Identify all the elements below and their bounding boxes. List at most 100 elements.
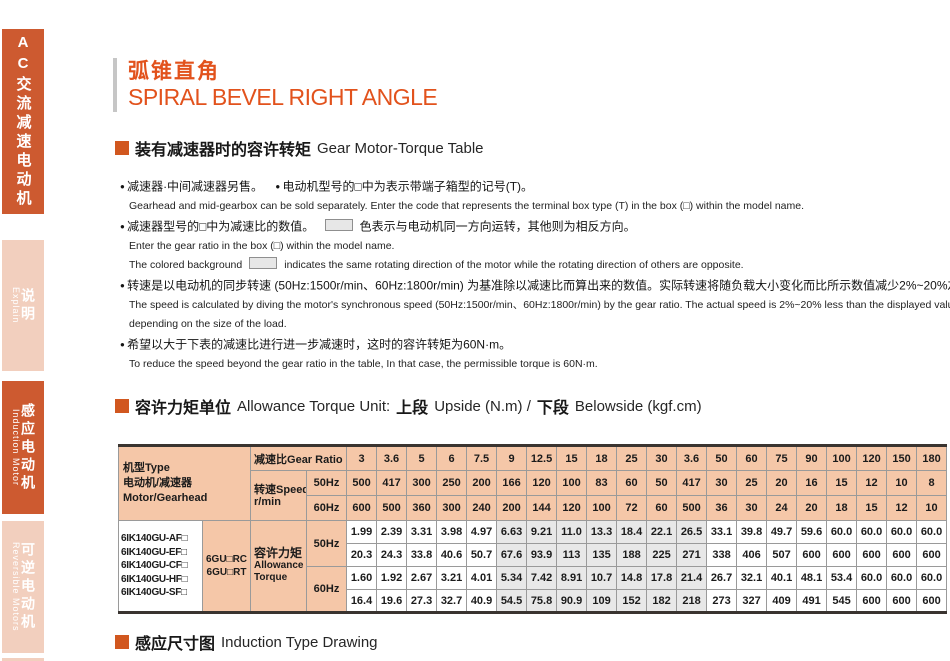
torque-value: 600 — [916, 589, 948, 613]
torque-value: 60.0 — [856, 566, 888, 590]
speed-60hz-value: 100 — [586, 495, 618, 521]
torque-value: 271 — [676, 543, 708, 567]
speed-50hz-value: 166 — [496, 470, 528, 496]
hz-label-50-body: 50Hz — [306, 520, 348, 567]
page-title: 弧锥直角 SPIRAL BEVEL RIGHT ANGLE — [113, 58, 438, 112]
torque-value: 4.97 — [466, 520, 498, 544]
orange-square-icon — [115, 635, 129, 649]
notes-block: 减速器·中间减速器另售。 电动机型号的□中为表示带端子箱型的记号(T)。 Gea… — [120, 177, 950, 374]
torque-value: 60.0 — [826, 520, 858, 544]
sidebar-tab-explain[interactable]: Explain 说明 — [2, 240, 44, 371]
gear-ratio-value: 12.5 — [526, 445, 558, 471]
bullet-icon — [120, 219, 127, 233]
torque-value: 33.8 — [406, 543, 438, 567]
note-3-en1: The speed is calculated by diving the mo… — [129, 298, 950, 311]
speed-50hz-value: 16 — [796, 470, 828, 496]
torque-value: 27.3 — [406, 589, 438, 613]
sidebar-tab-ac-gear-motor[interactable]: AC交流减速电动机 — [2, 29, 44, 214]
torque-value: 152 — [616, 589, 648, 613]
section-heading-drawing: 感应尺寸图 Induction Type Drawing — [115, 630, 378, 654]
torque-value: 188 — [616, 543, 648, 567]
speed-60hz-value: 15 — [856, 495, 888, 521]
torque-value: 16.4 — [346, 589, 378, 613]
same-direction-swatch — [249, 257, 278, 269]
torque-value: 75.8 — [526, 589, 558, 613]
heading-en: Gear Motor-Torque Table — [317, 139, 484, 157]
note-1-cn: 减速器·中间减速器另售。 电动机型号的□中为表示带端子箱型的记号(T)。 — [120, 177, 946, 197]
gear-ratio-value: 3.6 — [676, 445, 708, 471]
heading-belowside-en: Belowside (kgf.cm) — [574, 397, 702, 415]
speed-50hz-value: 100 — [556, 470, 588, 496]
torque-value: 40.6 — [436, 543, 468, 567]
speed-60hz-value: 24 — [766, 495, 798, 521]
gear-ratio-label: 减速比Gear Ratio — [250, 445, 348, 471]
speed-60hz-value: 72 — [616, 495, 648, 521]
torque-value: 19.6 — [376, 589, 408, 613]
gearhead-cell: 6GU□RC 6GU□RT — [201, 520, 252, 613]
torque-value: 13.3 — [586, 520, 618, 544]
gear-ratio-value: 25 — [616, 445, 648, 471]
model-list-cell: 6IK140GU-AF□ 6IK140GU-EF□ 6IK140GU-CF□ 6IK1… — [118, 520, 203, 613]
heading-cn: 装有减速器时的容许转矩 — [135, 142, 312, 159]
speed-50hz-value: 300 — [406, 470, 438, 496]
speed-50hz-value: 12 — [856, 470, 888, 496]
page-title-cn: 弧锥直角 — [128, 60, 220, 83]
table-corner-cell: 机型Type 电动机/减速器 Motor/Gearhead — [117, 445, 252, 521]
allowance-torque-label: 容许力矩 Allowance Torque — [250, 520, 308, 613]
speed-50hz-value: 417 — [376, 470, 408, 496]
speed-50hz-value: 83 — [586, 470, 618, 496]
gear-ratio-value: 7.5 — [466, 445, 498, 471]
gear-ratio-value: 60 — [736, 445, 768, 471]
heading-upside-en: Upside (N.m) / — [434, 397, 531, 415]
torque-value: 33.1 — [706, 520, 738, 544]
bullet-icon — [275, 180, 282, 194]
torque-value: 273 — [706, 589, 738, 613]
gear-ratio-value: 120 — [856, 445, 888, 471]
speed-60hz-value: 12 — [886, 495, 918, 521]
gear-ratio-value: 50 — [706, 445, 738, 471]
speed-50hz-value: 120 — [526, 470, 558, 496]
heading-cn: 容许力矩单位 — [135, 400, 232, 417]
torque-value: 218 — [676, 589, 708, 613]
gear-ratio-value: 180 — [916, 445, 948, 471]
speed-50hz-value: 60 — [616, 470, 648, 496]
speed-50hz-value: 250 — [436, 470, 468, 496]
torque-value: 10.7 — [586, 566, 618, 590]
torque-value: 26.7 — [706, 566, 738, 590]
torque-value: 6.63 — [496, 520, 528, 544]
hz-label-60-body: 60Hz — [306, 566, 348, 613]
speed-60hz-value: 10 — [916, 495, 948, 521]
torque-value: 26.5 — [676, 520, 708, 544]
torque-value: 3.98 — [436, 520, 468, 544]
torque-value: 14.8 — [616, 566, 648, 590]
torque-value: 21.4 — [676, 566, 708, 590]
sidebar-tab-induction-motor[interactable]: Induction Motor 感应电动机 — [2, 381, 44, 514]
same-direction-swatch — [324, 219, 353, 231]
torque-value: 60.0 — [916, 520, 948, 544]
sidebar-tab-next-partial[interactable] — [2, 658, 44, 661]
note-2-en1: Enter the gear ratio in the box (□) with… — [129, 239, 395, 252]
torque-value: 225 — [646, 543, 678, 567]
torque-value: 60.0 — [886, 520, 918, 544]
speed-50hz-value: 25 — [736, 470, 768, 496]
orange-square-icon — [115, 399, 129, 413]
torque-value: 24.3 — [376, 543, 408, 567]
torque-value: 5.34 — [496, 566, 528, 590]
speed-60hz-value: 60 — [646, 495, 678, 521]
sidebar-tab-reversible-motors[interactable]: Reversible Motors 可逆电动机 — [2, 521, 44, 653]
torque-value: 53.4 — [826, 566, 858, 590]
torque-value: 22.1 — [646, 520, 678, 544]
torque-value: 600 — [886, 589, 918, 613]
torque-value: 1.99 — [346, 520, 378, 544]
torque-value: 4.01 — [466, 566, 498, 590]
torque-value: 1.60 — [346, 566, 378, 590]
torque-value: 60.0 — [856, 520, 888, 544]
torque-value: 67.6 — [496, 543, 528, 567]
gear-ratio-value: 18 — [586, 445, 618, 471]
speed-60hz-value: 144 — [526, 495, 558, 521]
torque-value: 600 — [796, 543, 828, 567]
speed-50hz-value: 20 — [766, 470, 798, 496]
torque-value: 49.7 — [766, 520, 798, 544]
torque-value: 327 — [736, 589, 768, 613]
speed-60hz-value: 120 — [556, 495, 588, 521]
